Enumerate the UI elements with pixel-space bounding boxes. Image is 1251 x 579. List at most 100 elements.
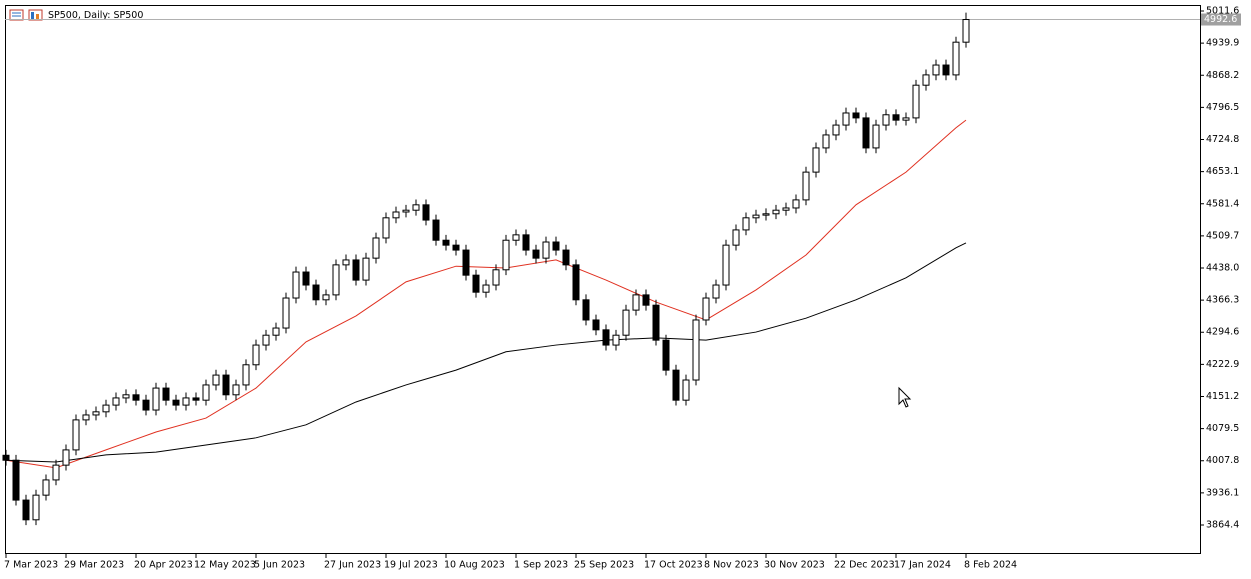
candle-body <box>932 64 940 76</box>
candle-body <box>142 399 150 411</box>
y-tick-label: 4222.9 <box>1206 359 1239 370</box>
candle-body <box>772 209 780 215</box>
candle-body <box>702 297 710 321</box>
x-tick-label: 29 Mar 2023 <box>64 560 124 571</box>
candle-body <box>462 249 470 276</box>
candle-body <box>442 239 450 246</box>
candle-body <box>12 459 20 501</box>
candle-body <box>922 74 930 86</box>
candle-body <box>722 244 730 286</box>
candle-body <box>892 114 900 121</box>
candle-body <box>502 239 510 271</box>
candle-body <box>782 207 790 211</box>
candle-body <box>622 309 630 336</box>
candle-body <box>372 237 380 259</box>
y-tick-label: 4939.9 <box>1206 38 1239 49</box>
candle-body <box>32 494 40 521</box>
candle-body <box>62 449 70 466</box>
candle-body <box>482 284 490 293</box>
candle-body <box>382 217 390 239</box>
candle-body <box>962 19 970 43</box>
y-tick-label: 4151.2 <box>1206 391 1239 402</box>
x-tick-label: 30 Nov 2023 <box>764 560 825 571</box>
candle-body <box>492 269 500 286</box>
candle-body <box>912 84 920 119</box>
candle-body <box>212 374 220 386</box>
candle-body <box>512 234 520 241</box>
candle-body <box>362 257 370 281</box>
candle-body <box>182 397 190 406</box>
candle-body <box>422 204 430 221</box>
candle-body <box>562 249 570 266</box>
candle-body <box>92 411 100 416</box>
x-tick-label: 27 Jun 2023 <box>324 560 381 571</box>
x-tick-label: 1 Sep 2023 <box>514 560 568 571</box>
candle-body <box>162 387 170 401</box>
candle-body <box>112 397 120 406</box>
candle-body <box>832 124 840 136</box>
candle-body <box>82 414 90 421</box>
candle-body <box>812 147 820 173</box>
candle-body <box>42 479 50 496</box>
candle-body <box>952 41 960 76</box>
candle-body <box>852 112 860 119</box>
y-tick-label: 4007.8 <box>1206 455 1239 466</box>
x-tick-label: 20 Apr 2023 <box>134 560 193 571</box>
candle-body <box>602 329 610 346</box>
candle-body <box>742 217 750 231</box>
candle-body <box>152 387 160 411</box>
candle-body <box>352 259 360 281</box>
candle-body <box>402 209 410 213</box>
candle-body <box>552 241 560 251</box>
x-tick-label: 12 May 2023 <box>194 560 256 571</box>
candle-body <box>542 241 550 259</box>
x-tick-label: 25 Sep 2023 <box>574 560 634 571</box>
candle-body <box>692 319 700 381</box>
candle-body <box>882 114 890 126</box>
candle-body <box>682 379 690 401</box>
y-tick-label: 4509.7 <box>1206 230 1239 241</box>
chart-title: SP500, Daily: SP500 <box>48 10 143 21</box>
moving-average-line <box>5 242 967 463</box>
candle-body <box>822 134 830 149</box>
candle-body <box>642 294 650 306</box>
candle-body <box>532 249 540 259</box>
candle-body <box>902 117 910 121</box>
candle-body <box>712 284 720 299</box>
candle-body <box>432 219 440 241</box>
candle-body <box>132 394 140 401</box>
candle-body <box>842 112 850 126</box>
candle-body <box>652 304 660 341</box>
candle-body <box>272 327 280 336</box>
candle-body <box>102 404 110 413</box>
icon-list[interactable] <box>9 9 24 21</box>
y-tick-label: 4366.3 <box>1206 295 1239 306</box>
y-tick-label: 4796.5 <box>1206 102 1239 113</box>
candle-body <box>802 171 810 201</box>
y-tick-label: 4294.6 <box>1206 327 1239 338</box>
candle-body <box>522 234 530 251</box>
candle-body <box>232 384 240 396</box>
candle-body <box>612 334 620 346</box>
candle-body <box>792 199 800 209</box>
y-tick-label: 3864.4 <box>1206 519 1239 530</box>
y-tick-label: 4438.0 <box>1206 263 1239 274</box>
candle-body <box>472 274 480 293</box>
candle-body <box>632 294 640 311</box>
candle-body <box>342 259 350 266</box>
mouse-cursor <box>898 386 912 408</box>
candle-body <box>222 374 230 396</box>
candle-body <box>572 264 580 301</box>
candle-body <box>452 244 460 251</box>
candle-body <box>312 284 320 301</box>
last-price-box <box>1201 13 1241 26</box>
icon-bars[interactable] <box>28 9 43 21</box>
candle-body <box>52 464 60 481</box>
candle-body <box>942 64 950 76</box>
x-tick-label: 10 Aug 2023 <box>444 560 505 571</box>
candle-body <box>332 264 340 296</box>
candle-body <box>22 499 30 521</box>
candle-body <box>592 319 600 331</box>
candle-body <box>412 204 420 211</box>
